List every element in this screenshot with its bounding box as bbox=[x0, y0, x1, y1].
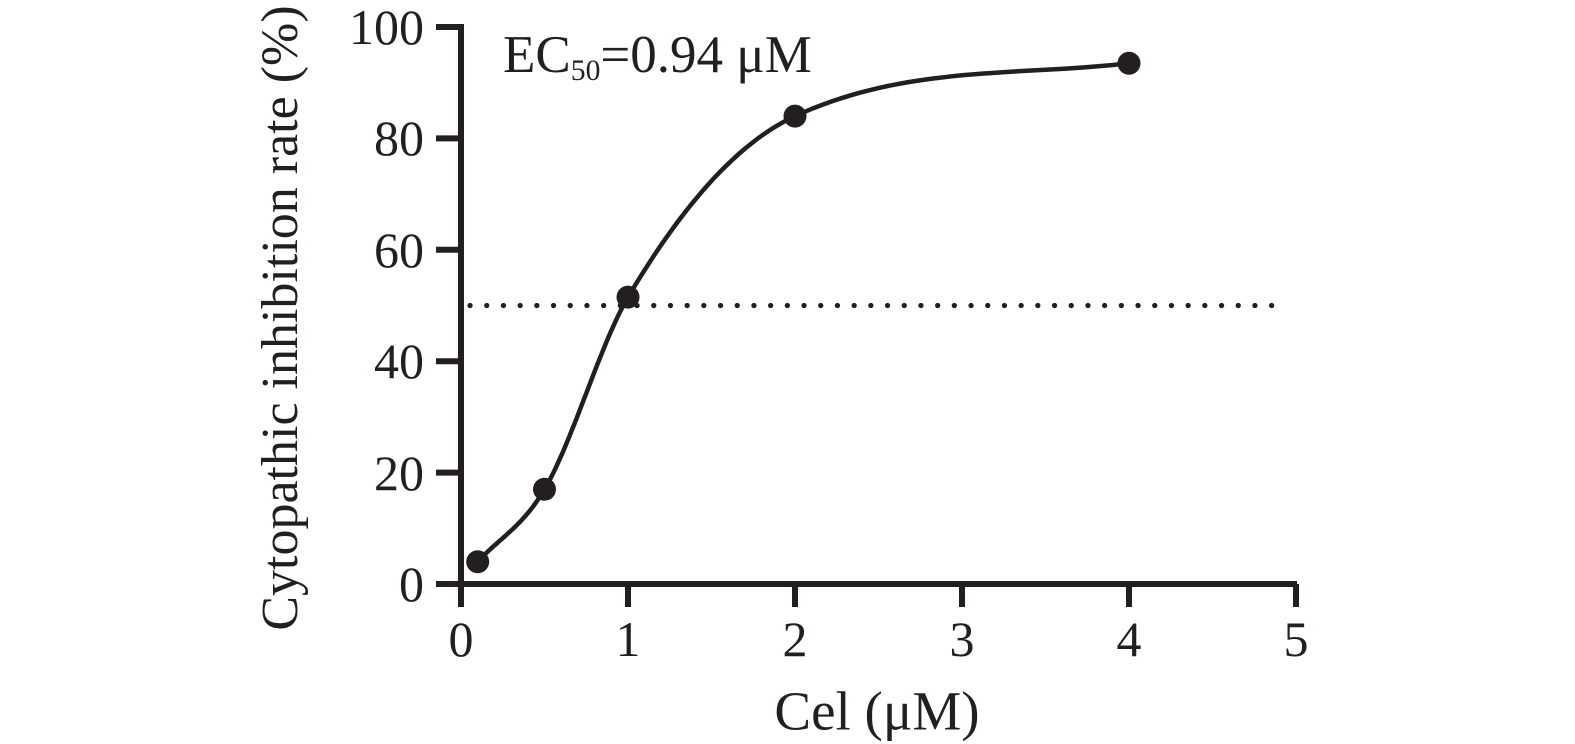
ec50-text-value: =0.94 μM bbox=[600, 26, 812, 84]
y-tick-label: 20 bbox=[374, 444, 424, 501]
x-tick-label: 4 bbox=[1116, 611, 1142, 667]
y-tick-label: 40 bbox=[374, 333, 424, 390]
fit-curve-group bbox=[475, 60, 1132, 564]
axes-group bbox=[436, 24, 1299, 607]
data-point bbox=[533, 477, 556, 501]
x-tick-label: 3 bbox=[949, 611, 975, 667]
y-tick-label: 0 bbox=[399, 556, 424, 612]
data-point bbox=[616, 285, 640, 309]
fit-curve bbox=[475, 60, 1132, 564]
x-tick-label: 0 bbox=[448, 611, 474, 667]
y-axis-title: Cytopathic inhibition rate (%) bbox=[252, 5, 309, 631]
ec50-annotation: EC50=0.94 μM bbox=[503, 26, 812, 87]
data-point bbox=[783, 104, 807, 128]
x-axis-title: Cel (μM) bbox=[774, 680, 980, 742]
y-tick-label: 80 bbox=[374, 110, 424, 167]
data-points-group bbox=[466, 51, 1141, 574]
x-tick-label: 1 bbox=[615, 611, 641, 667]
x-tick-label: 2 bbox=[782, 611, 808, 667]
data-point bbox=[1117, 51, 1141, 75]
y-tick-label: 100 bbox=[349, 0, 424, 55]
y-tick-label: 60 bbox=[374, 221, 424, 278]
x-tick-label: 5 bbox=[1283, 611, 1309, 667]
ec50-text-pre: EC bbox=[503, 26, 571, 84]
data-point bbox=[466, 550, 490, 574]
ec50-text-subscript: 50 bbox=[570, 55, 601, 87]
